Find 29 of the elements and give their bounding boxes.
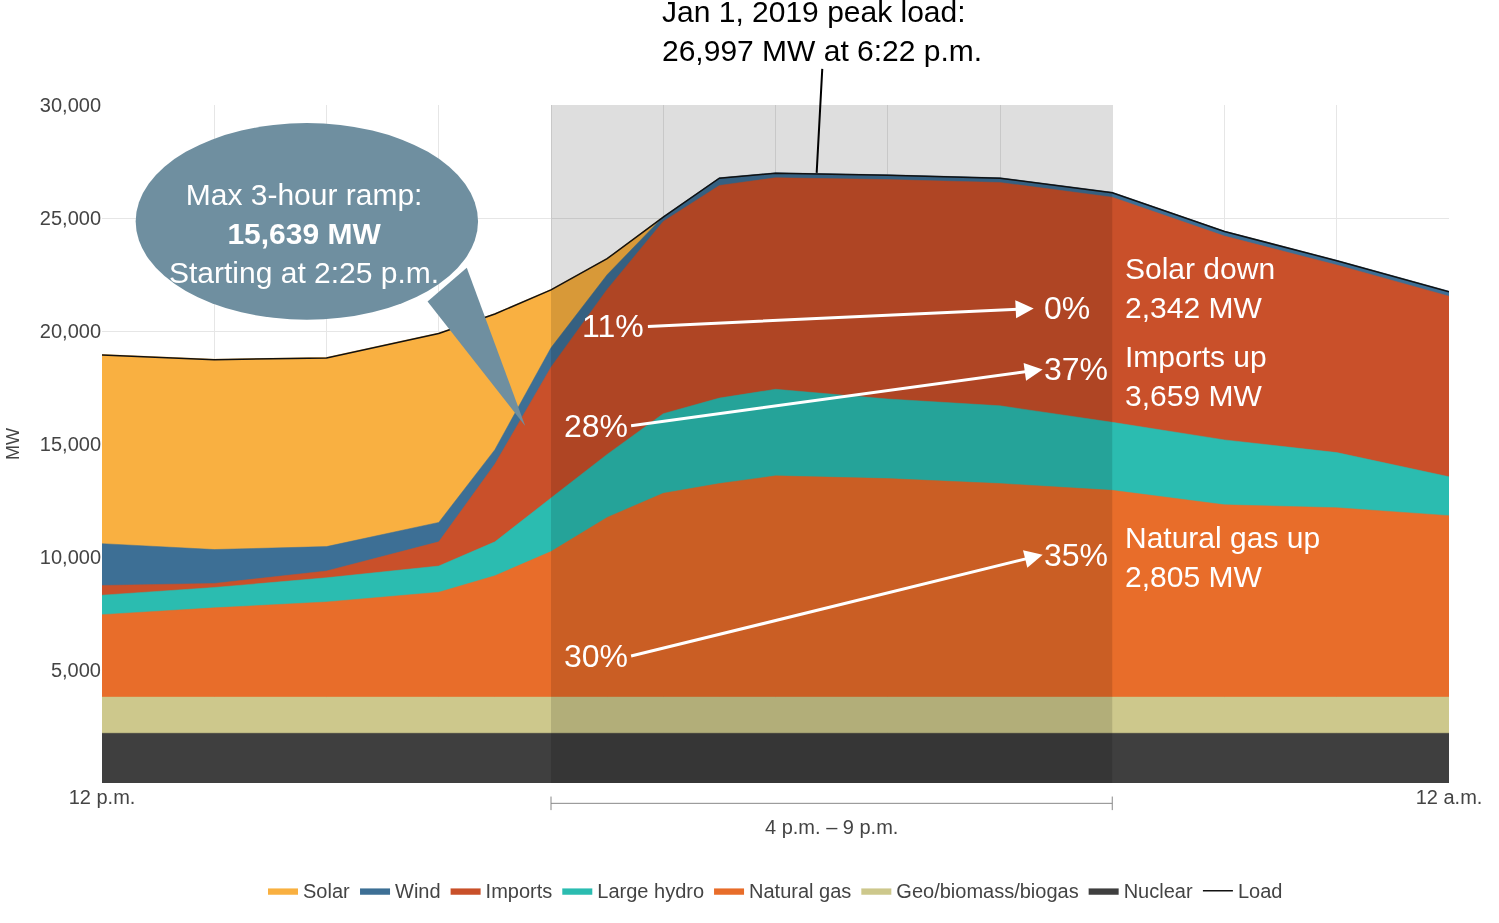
y-tick-label: 20,000 xyxy=(39,320,101,342)
legend-label: Geo/biomass/biogas xyxy=(896,880,1079,903)
annotation: 35% xyxy=(1044,537,1109,573)
legend-label: Large hydro xyxy=(597,880,705,903)
annotation: 30% xyxy=(564,638,629,674)
band-label: 4 p.m. – 9 p.m. xyxy=(765,816,899,838)
annotation: Imports up 3,659 MW xyxy=(1125,340,1267,412)
legend-label: Load xyxy=(1237,880,1283,903)
x-tick-label: 12 p.m. xyxy=(68,786,136,808)
legend-label: Natural gas xyxy=(749,880,852,903)
annotation: Natural gas up 2,805 MW xyxy=(1125,521,1321,593)
y-tick-label: 25,000 xyxy=(39,207,101,229)
annotation: Jan 1, 2019 peak load: 26,997 MW at 6:22 p.m. xyxy=(662,0,983,67)
legend-label: Solar xyxy=(303,880,351,903)
y-tick-label: 10,000 xyxy=(39,546,101,568)
annotation: 11% xyxy=(582,308,644,344)
annotation: 28% xyxy=(564,408,629,444)
annotation: Solar down 2,342 MW xyxy=(1125,252,1276,324)
legend-label: Nuclear xyxy=(1123,880,1193,903)
y-tick-label: 15,000 xyxy=(39,433,101,455)
legend-label: Imports xyxy=(485,880,553,903)
y-axis-title: MW xyxy=(3,428,24,460)
annotation: 37% xyxy=(1044,351,1109,387)
annotation: 0% xyxy=(1044,290,1091,326)
annotation: Max 3-hour ramp: 15,639 MW Starting at 2:25 p.m. xyxy=(169,178,440,289)
x-tick-label: 12 a.m. xyxy=(1415,786,1483,808)
y-tick-label: 5,000 xyxy=(50,659,101,681)
y-tick-label: 30,000 xyxy=(39,94,101,116)
legend-label: Wind xyxy=(395,880,441,903)
